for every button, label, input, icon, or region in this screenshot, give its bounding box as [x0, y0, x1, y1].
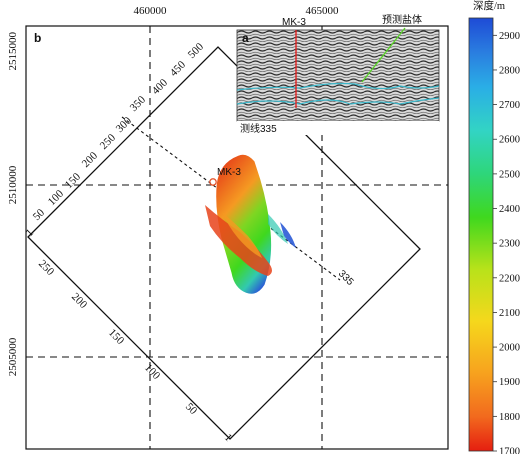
panel-label-a: a [242, 31, 249, 45]
y-tick-2505000: 2505000 [7, 337, 19, 376]
salt-body-deep-zone [280, 222, 296, 248]
horizon-lower [236, 97, 440, 105]
survey-boundary [27, 46, 421, 440]
salt-body-map [205, 154, 296, 294]
colorbar-tick-label: 2500 [499, 169, 520, 180]
colorbar-ticks: 2900 2800 2700 2600 2500 2400 2300 2200 2100 2000… [493, 31, 520, 454]
colorbar-tick-label: 2200 [499, 273, 520, 284]
salt-body-pointer [361, 27, 406, 83]
colorbar-tick-label: 2400 [499, 204, 520, 215]
panel-label-b: b [34, 31, 41, 45]
colorbar-tick-label: 2600 [499, 135, 520, 146]
colorbar-tick-label: 2100 [499, 308, 520, 319]
salt-body-shallow-zone [205, 205, 272, 276]
seismic-caption-strip [237, 121, 439, 135]
inset-target-label: 预测盐体 [382, 13, 422, 26]
well-mk3-label: MK-3 [217, 167, 241, 178]
seismic-inset: a MK-3 预测盐体 测线335 [236, 13, 440, 135]
well-mk3-marker[interactable] [209, 178, 217, 186]
colorbar-tick-label: 2300 [499, 239, 520, 250]
x-tick-465000: 465000 [306, 5, 340, 17]
colorbar-tick-label: 2000 [499, 343, 520, 354]
colorbar-ramp [468, 17, 494, 452]
y-tick-2515000: 2515000 [7, 32, 19, 71]
colorbar-tick-label: 2800 [499, 65, 520, 76]
salt-body-cyan-zone [268, 214, 288, 244]
colorbar-tick-label: 1800 [499, 412, 520, 423]
depth-colorbar: 深度/m 2900 2800 2700 2600 2500 2400 2300 2200 210… [468, 0, 520, 454]
colorbar-tick-label: 2900 [499, 31, 520, 42]
colorbar-tick-label: 1900 [499, 377, 520, 388]
inset-well-label: MK-3 [282, 17, 306, 28]
colorbar-title: 深度/m [473, 0, 505, 12]
colorbar-tick-label: 1700 [499, 447, 520, 454]
y-tick-2510000: 2510000 [7, 165, 19, 204]
colorbar-tick-label: 2700 [499, 100, 520, 111]
seismic-section [236, 29, 440, 122]
horizon-upper [236, 82, 440, 91]
salt-body-mid-zone [222, 212, 262, 258]
x-tick-460000: 460000 [134, 5, 168, 17]
inset-line-caption: 测线335 [240, 122, 277, 135]
